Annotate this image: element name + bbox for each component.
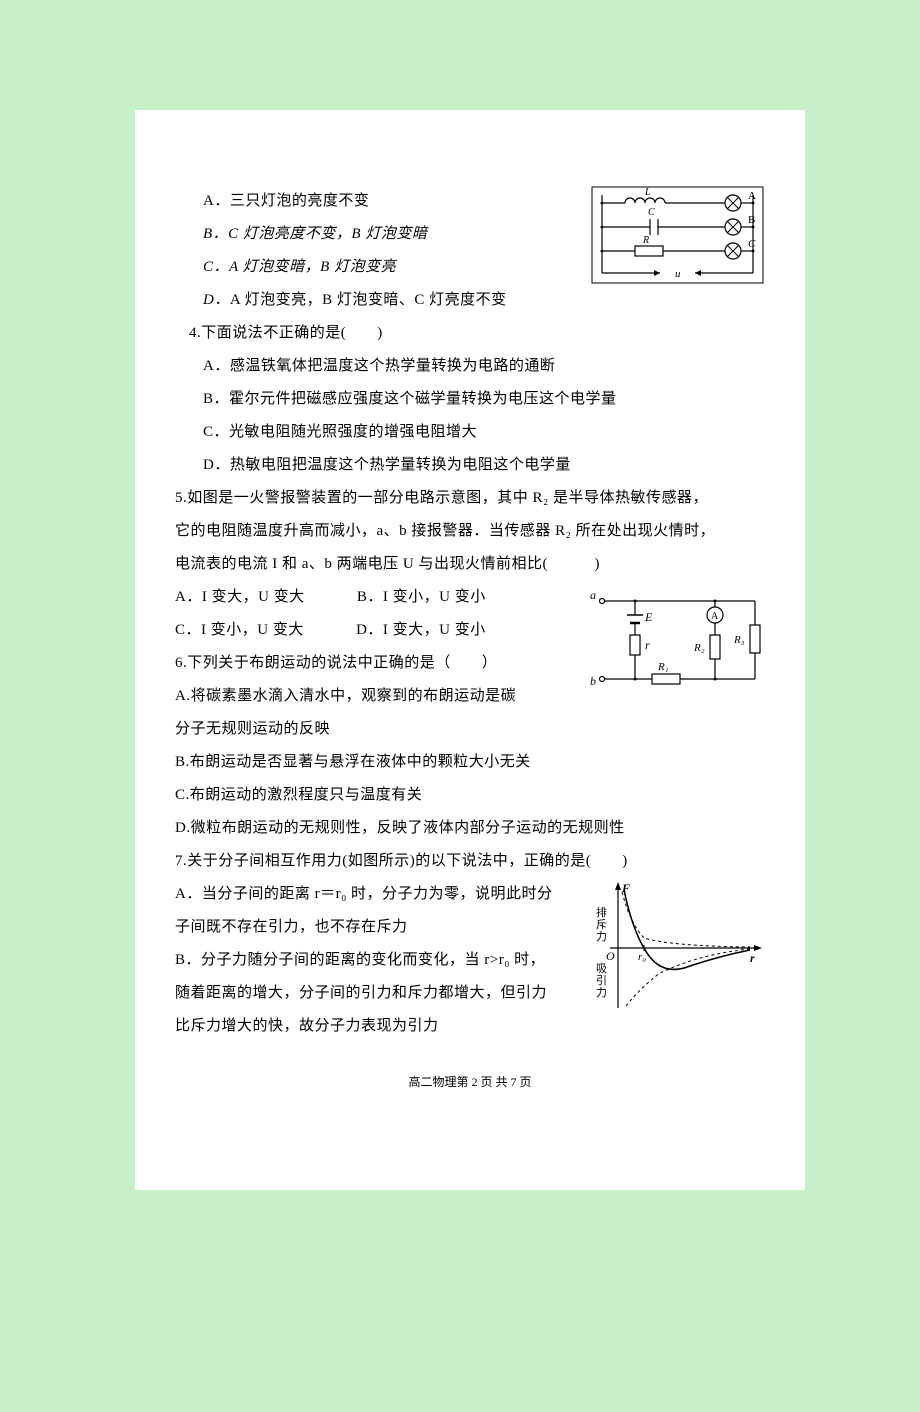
fig2-label-a: a	[590, 588, 596, 602]
q6-opt-c: C.布朗运动的激烈程度只与温度有关	[175, 779, 765, 812]
fig3-label-r0: r₀	[638, 951, 646, 963]
fig2-label-R3: R₃	[733, 634, 745, 646]
fig1-bulb-A: A	[748, 190, 756, 202]
q4-opt-b: B．霍尔元件把磁感应强度这个磁学量转换为电压这个电学量	[175, 383, 765, 416]
figure-circuit-lcr: L A C B R C	[590, 185, 765, 285]
q5-stem-2: 它的电阻随温度升高而减小，a、b 接报警器．当传感器 R₂ 所在处出现火情时，	[175, 515, 765, 548]
fig3-label-attract-3: 力	[596, 986, 607, 999]
q5-opt-b: B．I 变小，U 变小	[357, 581, 486, 614]
q5-opt-c: C．I 变小，U 变大	[175, 614, 304, 647]
q5-stem-3: 电流表的电流 I 和 a、b 两端电压 U 与出现火情前相比( )	[175, 548, 765, 581]
fig2-label-b: b	[590, 674, 596, 688]
fig1-label-C: C	[648, 207, 655, 218]
figure-circuit-alarm: a b E r R₁ A	[590, 585, 765, 695]
q6-opt-a-2: 分子无规则运动的反映	[175, 713, 765, 746]
q4-stem: 4.下面说法不正确的是( )	[175, 317, 765, 350]
q4-opt-d: D．热敏电阻把温度这个热学量转换为电阻这个电学量	[175, 449, 765, 482]
q4-opt-c: C．光敏电阻随光照强度的增强电阻增大	[175, 416, 765, 449]
q3-opt-d: D．A 灯泡变亮，B 灯泡变暗、C 灯亮度不变	[175, 284, 765, 317]
fig3-label-repel-1: 排	[596, 905, 607, 919]
q6-opt-b: B.布朗运动是否显著与悬浮在液体中的颗粒大小无关	[175, 746, 765, 779]
fig1-bulb-B: B	[748, 214, 755, 226]
q4-opt-a: A．感温铁氧体把温度这个热学量转换为电路的通断	[175, 350, 765, 383]
fig2-label-r: r	[645, 638, 650, 652]
fig1-label-u: u	[675, 268, 681, 280]
fig2-label-E: E	[644, 610, 653, 624]
figure-molecular-force: F O r₀ r 排 斥 力 吸 引 力	[590, 878, 765, 1018]
q5-stem-1: 5.如图是一火警报警装置的一部分电路示意图，其中 R₂ 是半导体热敏传感器，	[175, 482, 765, 515]
fig2-label-R1: R₁	[657, 661, 669, 673]
fig3-label-repel-3: 力	[596, 930, 607, 943]
fig1-label-L: L	[644, 187, 651, 198]
q6-opt-d: D.微粒布朗运动的无规则性，反映了液体内部分子运动的无规则性	[175, 812, 765, 845]
document-page: L A C B R C	[135, 110, 805, 1190]
fig3-label-attract-2: 引	[596, 973, 607, 987]
q5-opt-a: A．I 变大，U 变大	[175, 581, 305, 614]
q7-stem: 7.关于分子间相互作用力(如图所示)的以下说法中，正确的是( )	[175, 845, 765, 878]
fig3-label-attract-1: 吸	[596, 963, 607, 975]
fig2-label-R2: R₂	[693, 642, 705, 654]
fig1-label-R: R	[642, 235, 649, 246]
fig3-label-repel-2: 斥	[596, 918, 607, 931]
fig3-label-O: O	[606, 949, 615, 963]
page-footer: 高二物理第 2 页 共 7 页	[175, 1073, 765, 1090]
q5-opt-d: D．I 变大，U 变小	[356, 614, 486, 647]
fig2-label-A: A	[711, 611, 719, 622]
fig3-label-r: r	[750, 951, 755, 965]
fig1-bulb-C: C	[748, 238, 756, 250]
